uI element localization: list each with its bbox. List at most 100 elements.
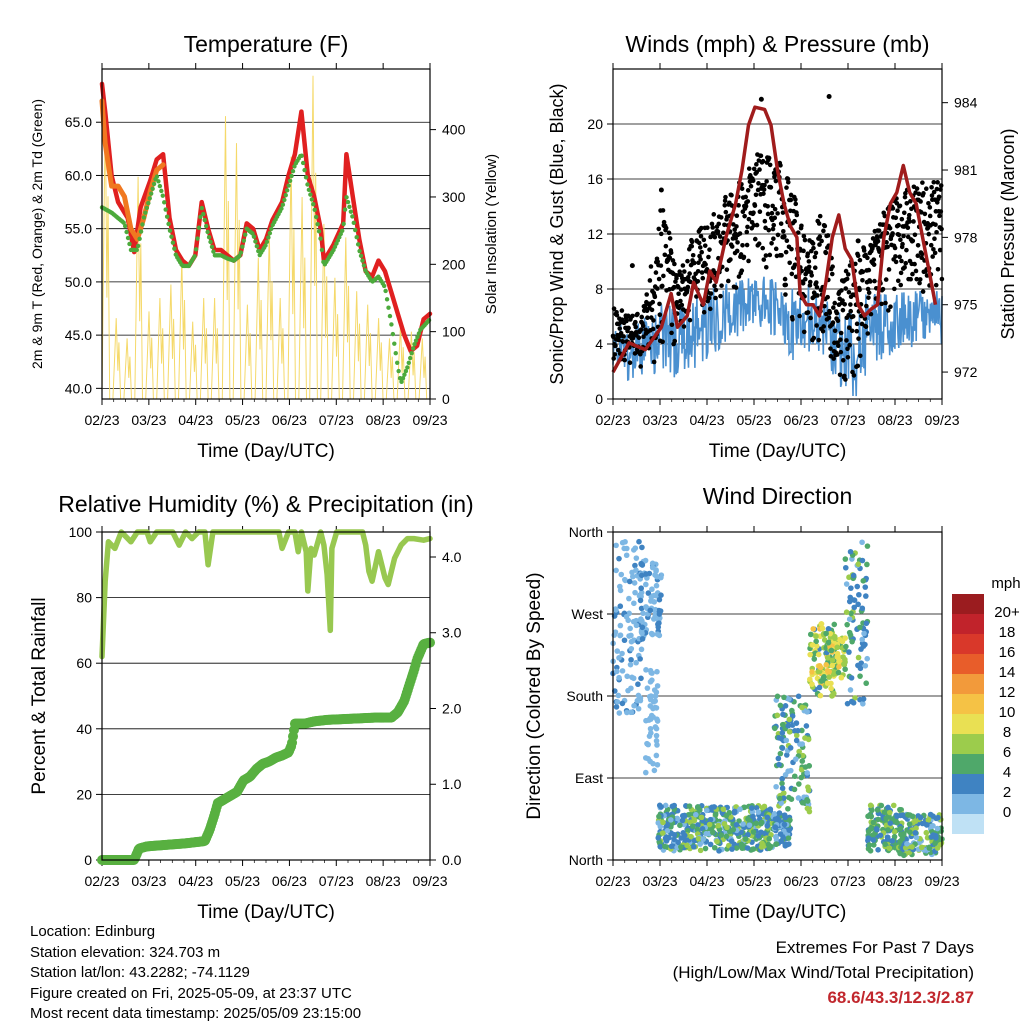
direction-point [855, 601, 861, 608]
gust-point [839, 288, 844, 293]
dewpoint-point [395, 360, 400, 366]
gust-point [864, 303, 869, 309]
dewpoint-point [318, 236, 323, 241]
y-right-tick-label: 2.0 [442, 700, 462, 716]
direction-point [632, 589, 638, 596]
gust-point [793, 197, 798, 202]
dewpoint-point [196, 225, 202, 230]
direction-point [639, 630, 645, 637]
gust-point [915, 253, 921, 259]
gust-point [639, 314, 645, 320]
gust-point [836, 343, 841, 349]
dewpoint-point [208, 239, 213, 245]
gust-point [834, 310, 840, 316]
gust-point [821, 324, 827, 329]
direction-point [651, 599, 657, 605]
x-axis-label: Time (Day/UTC) [197, 902, 335, 923]
y-axis-label: Direction (Colored By Speed) [524, 572, 545, 819]
gust-point [843, 268, 849, 274]
dewpoint-point [300, 160, 306, 166]
gust-point [894, 200, 900, 206]
gust-point [650, 326, 656, 332]
gust-point [696, 260, 701, 266]
gust-point [736, 203, 741, 208]
direction-point [775, 755, 782, 762]
gust-point [871, 262, 877, 267]
gust-point [835, 318, 841, 324]
gust-point [756, 241, 762, 247]
gust-point [931, 189, 937, 195]
direction-point [652, 613, 658, 620]
direction-point [781, 812, 788, 818]
gust-point [719, 283, 724, 288]
gust-point [901, 233, 906, 239]
y-tick-label: 80 [76, 590, 92, 606]
direction-point [934, 825, 941, 832]
gust-point [917, 277, 923, 282]
gust-point [723, 194, 728, 200]
gust-point [831, 356, 836, 361]
gust-point [814, 280, 819, 285]
gust-point [626, 325, 631, 331]
direction-point [899, 835, 906, 842]
direction-point [694, 826, 701, 833]
y-tick-label: 8 [595, 281, 603, 297]
direction-point [662, 802, 669, 809]
gust-point [715, 229, 721, 234]
y-tick-label: 65.0 [65, 114, 92, 130]
direction-point [890, 802, 897, 809]
direction-point [809, 681, 815, 688]
gust-point [666, 230, 672, 236]
direction-point [793, 732, 800, 739]
dewpoint-point [353, 227, 358, 233]
dewpoint-point [146, 200, 151, 206]
legend-swatch [952, 754, 984, 774]
gust-point [808, 315, 813, 321]
gust-point [661, 273, 666, 279]
gust-point [638, 327, 644, 333]
direction-point [847, 687, 854, 693]
legend-swatch [952, 714, 984, 734]
gust-point [743, 203, 749, 209]
direction-point [777, 702, 784, 709]
gust-point [846, 325, 852, 331]
x-tick-label: 06/23 [783, 412, 818, 428]
dewpoint-point [312, 207, 317, 212]
legend-label: 12 [999, 684, 1016, 701]
gust-point [845, 354, 851, 360]
direction-point [647, 703, 654, 709]
gust-point [707, 306, 713, 312]
direction-point [631, 600, 637, 607]
direction-point [809, 642, 816, 648]
direction-point [866, 842, 873, 848]
direction-point [863, 593, 869, 599]
direction-point [617, 622, 624, 629]
gust-point [890, 231, 895, 236]
gust-point [655, 259, 661, 264]
dewpoint-point [169, 234, 174, 239]
gust-point [633, 319, 638, 325]
x-tick-label: 08/23 [877, 412, 912, 428]
legend-swatch [952, 774, 984, 794]
gust-point [763, 225, 768, 231]
gust-point [806, 264, 812, 270]
direction-point [897, 850, 903, 857]
gust-point [752, 236, 758, 242]
gust-point [817, 234, 823, 239]
direction-point [627, 625, 633, 632]
gust-point [897, 254, 902, 260]
y-tick-label: North [569, 852, 603, 868]
direction-point [887, 820, 894, 826]
legend-label: 10 [999, 704, 1016, 721]
direction-point [645, 590, 652, 596]
gust-point [816, 221, 822, 226]
gust-point [757, 209, 763, 215]
gust-point [923, 186, 929, 192]
gust-point [908, 276, 913, 282]
gust-point [912, 261, 917, 267]
direction-point [882, 841, 888, 848]
direction-point [776, 761, 782, 768]
direction-point [793, 737, 800, 744]
gust-point [742, 213, 747, 219]
dewpoint-point [172, 246, 177, 251]
